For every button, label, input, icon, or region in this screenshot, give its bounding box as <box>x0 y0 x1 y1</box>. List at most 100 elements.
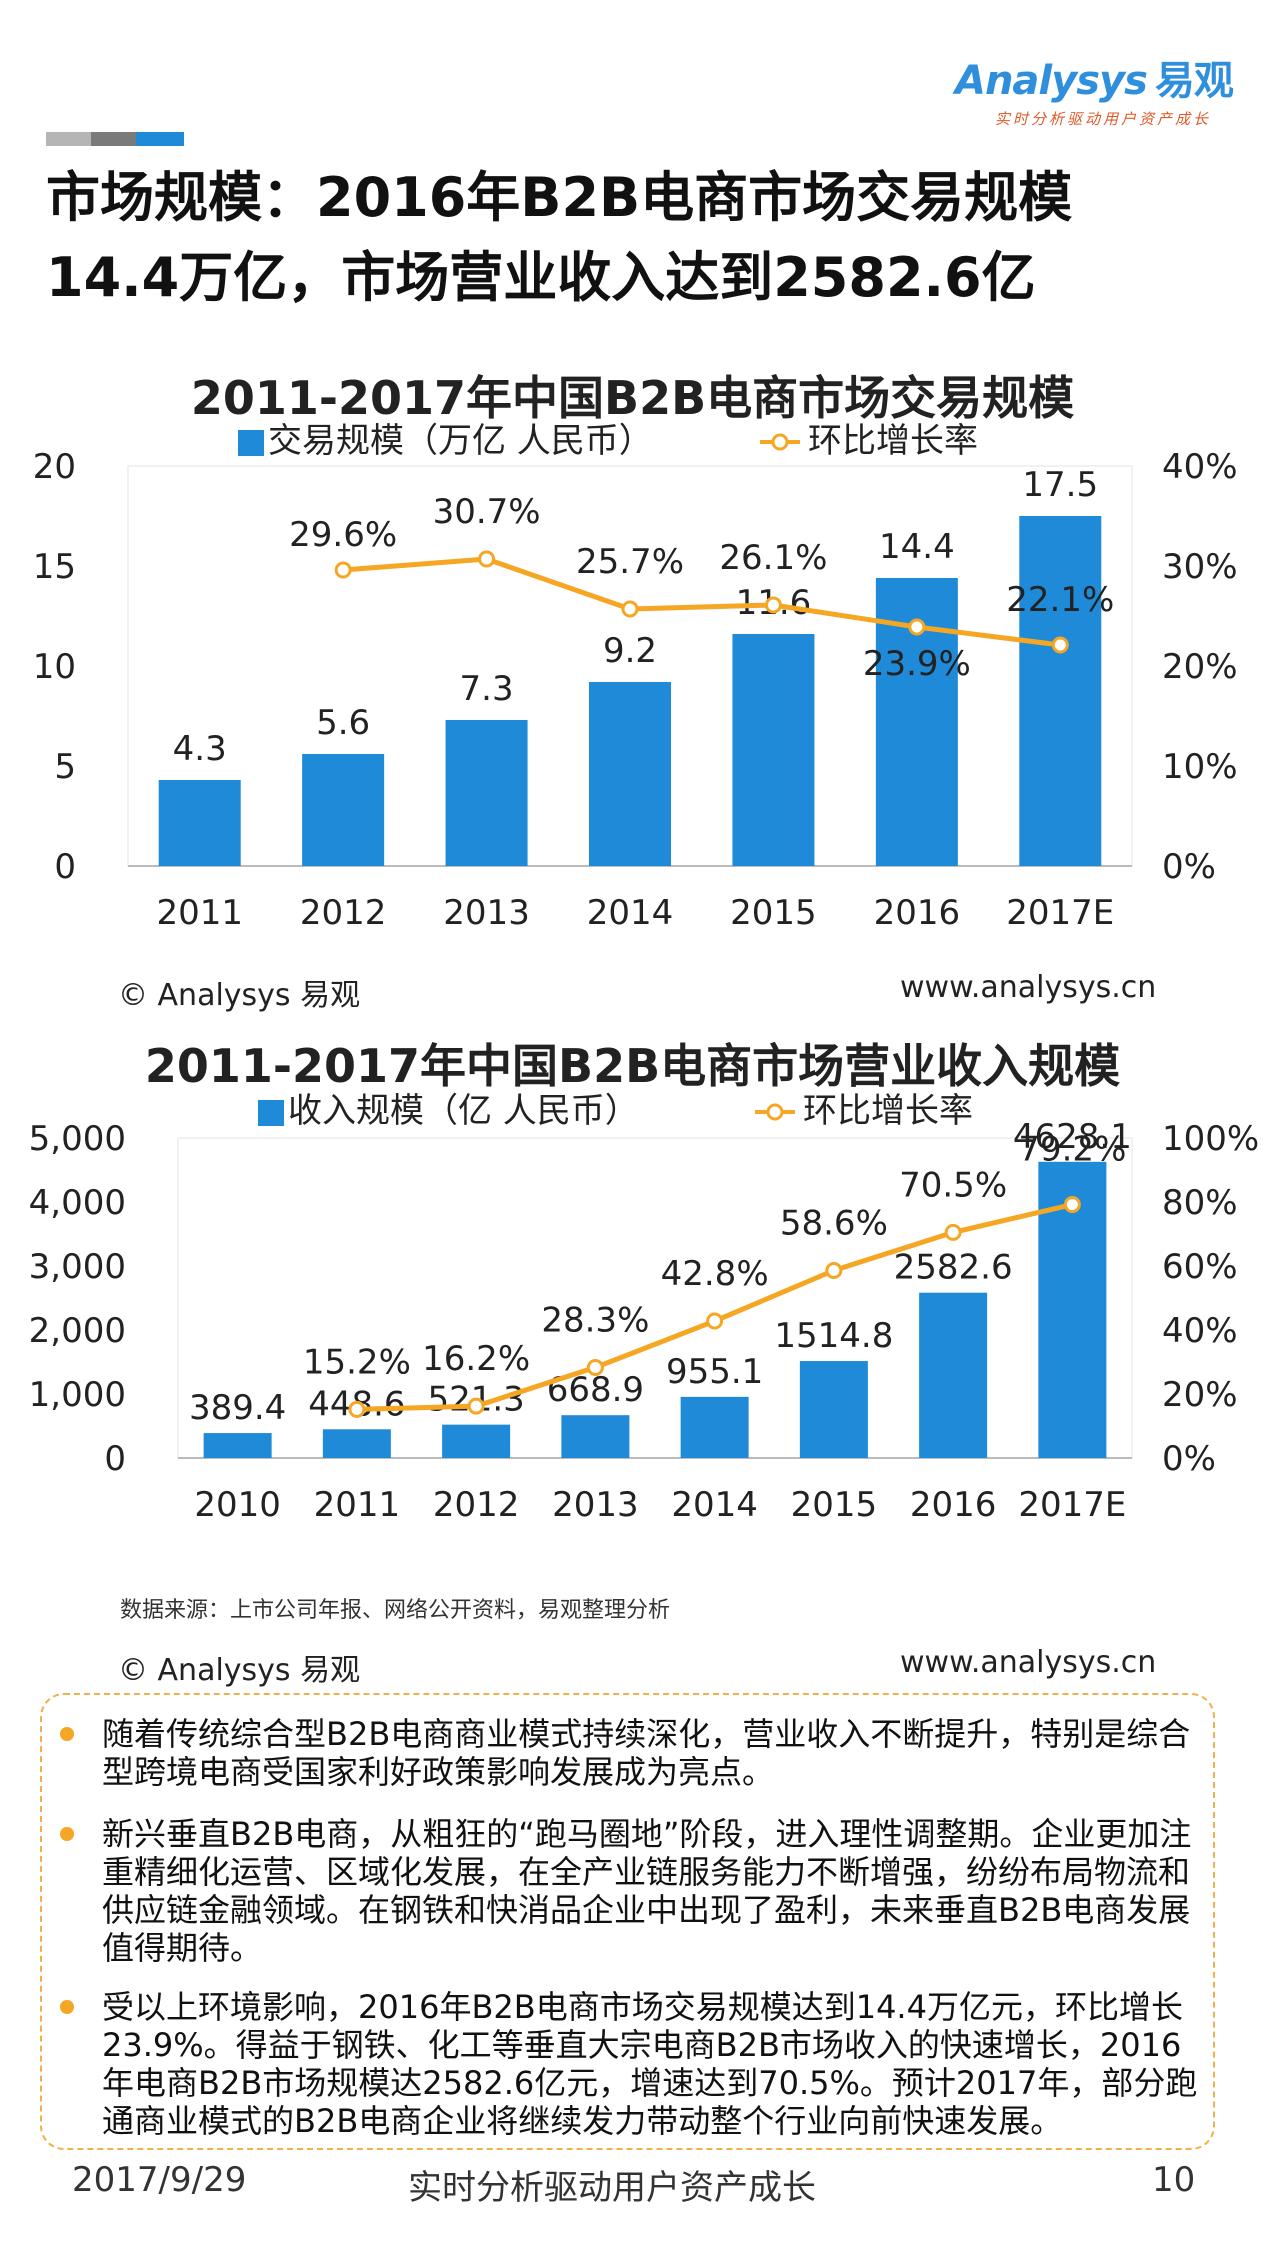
c1-y2-tick: 0% <box>1162 847 1216 887</box>
c2-growth-label: 15.2% <box>303 1342 411 1382</box>
c2-y2-tick: 40% <box>1162 1311 1238 1351</box>
logo-tagline: 实时分析驱动用户资产成长 <box>995 110 1212 128</box>
headline-line1: 市场规模：2016年B2B电商市场交易规模 <box>46 166 1073 229</box>
c1-growth-line <box>342 556 1061 648</box>
c1-bar-value-label: 7.3 <box>460 669 514 709</box>
c1-legend-bar-label: 交易规模（万亿 人民币） <box>268 421 653 461</box>
c2-growth-point <box>348 1400 366 1418</box>
c2-growth-label: 58.6% <box>780 1203 888 1243</box>
bullet-3: 受以上环境影响，2016年B2B电商市场交易规模达到14.4万亿元，环比增长23… <box>60 1988 1210 2140</box>
headline-line2: 14.4万亿，市场营业收入达到2582.6亿 <box>46 246 1036 309</box>
c1-bar <box>302 754 385 866</box>
c2-y-tick: 4,000 <box>29 1183 126 1223</box>
c1-legend-line-label: 环比增长率 <box>808 421 978 461</box>
c2-legend-bar-swatch <box>258 1100 284 1126</box>
logo-word: Analysys 易观 <box>955 58 1234 104</box>
chart1-title: 2011-2017年中国B2B电商市场交易规模 <box>190 371 1075 425</box>
c1-growth-point <box>478 550 496 568</box>
c2-y-tick: 0 <box>104 1439 126 1479</box>
c2-bar <box>799 1361 868 1458</box>
c2-growth-point <box>825 1261 843 1279</box>
c2-growth-point <box>944 1223 962 1241</box>
c1-growth-label: 29.6% <box>289 515 397 555</box>
c1-bar <box>445 720 528 866</box>
c1-y-tick: 15 <box>33 547 76 587</box>
c2-x-tick: 2011 <box>314 1485 401 1525</box>
c1-legend-line-marker <box>771 433 789 451</box>
chart2-copyright: © Analysys 易观 <box>118 1653 361 1688</box>
c2-bar-value-label: 2582.6 <box>894 1248 1013 1288</box>
c1-y-tick: 0 <box>54 847 76 887</box>
page-headline: 市场规模：2016年B2B电商市场交易规模 14.4万亿，市场营业收入达到258… <box>46 158 1226 318</box>
c2-x-tick: 2010 <box>194 1485 281 1525</box>
c2-x-tick: 2016 <box>910 1485 997 1525</box>
c1-growth-label: 22.1% <box>1006 580 1114 620</box>
c1-y2-tick: 40% <box>1162 447 1238 487</box>
c2-bar <box>919 1292 988 1458</box>
c2-growth-point <box>1063 1196 1081 1214</box>
chart1-copyright: © Analysys 易观 <box>118 978 361 1013</box>
c1-growth-point <box>764 596 782 614</box>
c2-y-tick: 1,000 <box>29 1375 126 1415</box>
summary-box <box>40 1693 1215 2150</box>
c1-growth-label: 25.7% <box>576 542 684 582</box>
c1-growth-label: 23.9% <box>863 644 971 684</box>
c2-x-tick: 2014 <box>671 1485 758 1525</box>
c1-growth-point <box>908 618 926 636</box>
bullet-1: 随着传统综合型B2B电商商业模式持续深化，营业收入不断提升，特别是综合型跨境电商… <box>60 1715 1210 1791</box>
bullet-dot <box>60 1727 74 1741</box>
c2-y-tick: 2,000 <box>29 1311 126 1351</box>
c2-bar <box>680 1396 749 1458</box>
c1-bar-value-label: 17.5 <box>1022 465 1098 505</box>
c2-y2-tick: 80% <box>1162 1183 1238 1223</box>
bullet-2: 新兴垂直B2B电商，从粗狂的“跑马圈地”阶段，进入理性调整期。企业更加注重精细化… <box>60 1815 1210 1967</box>
c1-bar-value-label: 14.4 <box>879 527 955 567</box>
c1-bar <box>158 780 241 866</box>
bullet-text: 受以上环境影响，2016年B2B电商市场交易规模达到14.4万亿元，环比增长23… <box>102 1988 1198 2140</box>
c1-legend-bar-swatch <box>238 430 264 456</box>
c1-y2-tick: 20% <box>1162 647 1238 687</box>
chart2-website: www.analysys.cn <box>900 1645 1157 1680</box>
c1-y-tick: 20 <box>33 447 76 487</box>
bullet-text: 新兴垂直B2B电商，从粗狂的“跑马圈地”阶段，进入理性调整期。企业更加注重精细化… <box>102 1815 1192 1967</box>
logo-cn: 易观 <box>1154 58 1234 104</box>
c1-x-tick: 2016 <box>874 893 961 933</box>
c2-legend-bar-label: 收入规模（亿 人民币） <box>288 1091 639 1131</box>
c2-y-tick: 3,000 <box>29 1247 126 1287</box>
chart1-website: www.analysys.cn <box>900 970 1157 1005</box>
c1-growth-point <box>334 561 352 579</box>
c2-growth-point <box>706 1312 724 1330</box>
c2-bar-value-label: 389.4 <box>189 1388 286 1428</box>
bullet-text: 随着传统综合型B2B电商商业模式持续深化，营业收入不断提升，特别是综合型跨境电商… <box>102 1715 1191 1791</box>
c2-x-tick: 2017E <box>1018 1485 1126 1525</box>
c2-x-tick: 2012 <box>433 1485 520 1525</box>
chart1-svg: 0 5 10 15 20 0% 10% 20% 30% 40% 交易规模（万亿 人民币） 环比增长率 4… <box>33 421 1238 933</box>
c1-growth-label: 30.7% <box>433 492 541 532</box>
c1-growth-point <box>1051 636 1069 654</box>
c2-x-tick: 2015 <box>791 1485 878 1525</box>
c1-y2-tick: 10% <box>1162 747 1238 787</box>
c2-bar <box>203 1433 272 1458</box>
chart2-source: 数据来源：上市公司年报、网络公开资料，易观整理分析 <box>120 1598 671 1623</box>
c2-x-tick: 2013 <box>552 1485 639 1525</box>
c2-growth-label: 16.2% <box>422 1339 530 1379</box>
c2-bar <box>561 1415 630 1458</box>
c1-x-tick: 2012 <box>300 893 387 933</box>
footer-date: 2017/9/29 <box>72 2160 247 2200</box>
c1-bar-value-label: 4.3 <box>173 729 227 769</box>
c2-growth-label: 42.8% <box>661 1254 769 1294</box>
c2-y2-tick: 60% <box>1162 1247 1238 1287</box>
c1-x-tick: 2014 <box>587 893 674 933</box>
c2-legend-line-label: 环比增长率 <box>803 1091 973 1131</box>
chart2-svg: 0 1,000 2,000 3,000 4,000 5,000 0% 20% 40% 60% 80%… <box>29 1091 1260 1525</box>
c1-x-tick: 2017E <box>1006 893 1114 933</box>
c1-x-tick: 2015 <box>730 893 817 933</box>
c2-growth-point <box>586 1358 604 1376</box>
footer-page-number: 10 <box>1152 2160 1196 2200</box>
c2-bar-value-label: 955.1 <box>666 1352 763 1392</box>
c2-bar-value-label: 4628.1 <box>1013 1117 1132 1157</box>
c1-growth-label: 26.1% <box>719 538 827 578</box>
bullet-dot <box>60 2000 74 2014</box>
c2-growth-label: 70.5% <box>899 1165 1007 1205</box>
c1-bar <box>589 682 671 866</box>
